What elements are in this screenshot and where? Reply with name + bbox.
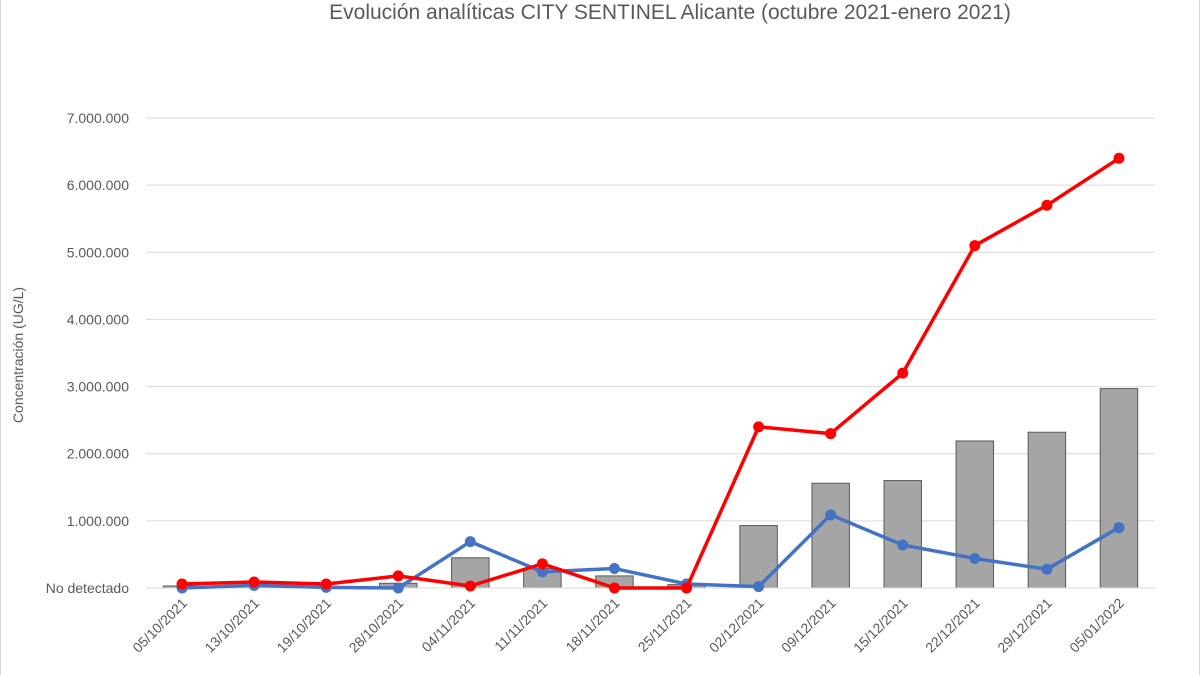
x-tick-label: 02/12/2021: [706, 595, 767, 656]
bar: [955, 440, 995, 589]
y-tick-label: No detectado: [46, 580, 129, 596]
bar: [1099, 388, 1139, 589]
series-point: [969, 240, 981, 252]
series-point: [248, 576, 260, 588]
y-tick-label: 2.000.000: [67, 446, 129, 462]
bar-series: [162, 388, 1139, 589]
series-point: [753, 421, 765, 433]
y-tick-label: 6.000.000: [67, 177, 129, 193]
x-tick-label: 19/10/2021: [273, 595, 334, 656]
chart-title: Evolución analíticas CITY SENTINEL Alica…: [329, 1, 1011, 24]
series-point: [897, 367, 909, 379]
line-series: [176, 152, 1125, 594]
series-point: [681, 582, 693, 594]
series-point: [608, 582, 620, 594]
series-point: [176, 578, 188, 590]
series-point: [392, 582, 404, 594]
series-point: [320, 578, 332, 590]
bar: [739, 525, 778, 589]
y-axis-label: Concentración (UG/L): [10, 287, 26, 423]
series-point: [897, 539, 909, 551]
x-tick-label: 05/10/2021: [129, 595, 190, 656]
x-tick-label: 29/12/2021: [994, 595, 1055, 656]
x-tick-label: 09/12/2021: [778, 595, 839, 656]
x-axis-ticks: 05/10/2021 13/10/2021 19/10/2021 28/10/2021…: [129, 595, 1127, 656]
x-tick-label: 25/11/2021: [635, 595, 695, 655]
bar: [811, 482, 850, 589]
series-point: [464, 580, 476, 592]
x-tick-label: 11/11/2021: [491, 595, 551, 655]
bar: [883, 480, 922, 589]
y-tick-label: 7.000.000: [67, 110, 129, 126]
x-tick-label: 18/11/2021: [562, 595, 622, 655]
series-point: [536, 558, 548, 570]
y-tick-label: 5.000.000: [67, 244, 129, 260]
series-point: [753, 581, 765, 593]
x-tick-label: 04/11/2021: [418, 595, 478, 655]
x-tick-label: 15/12/2021: [850, 595, 911, 656]
series-point: [825, 428, 837, 440]
series-point: [464, 536, 476, 548]
y-tick-label: 1.000.000: [67, 513, 129, 529]
series-point: [392, 570, 404, 582]
y-tick-label: 3.000.000: [67, 379, 129, 395]
series-point: [825, 509, 837, 521]
series-point: [1113, 152, 1125, 164]
x-tick-label: 13/10/2021: [201, 595, 262, 656]
x-tick-label: 28/10/2021: [346, 595, 407, 656]
y-tick-label: 4.000.000: [67, 311, 129, 327]
series-line: [180, 513, 1121, 590]
x-tick-label: 05/01/2022: [1066, 595, 1127, 656]
y-axis-ticks: No detectado 1.000.000 2.000.000 3.000.000 4…: [46, 110, 129, 596]
gridlines: [146, 117, 1155, 522]
series-point: [1041, 563, 1053, 575]
series-point: [1113, 522, 1125, 534]
series-point: [536, 566, 548, 578]
series-point: [1041, 199, 1053, 211]
series-line: [180, 156, 1121, 590]
series-point: [608, 563, 620, 575]
x-tick-label: 22/12/2021: [922, 595, 983, 656]
series-point: [969, 552, 981, 564]
